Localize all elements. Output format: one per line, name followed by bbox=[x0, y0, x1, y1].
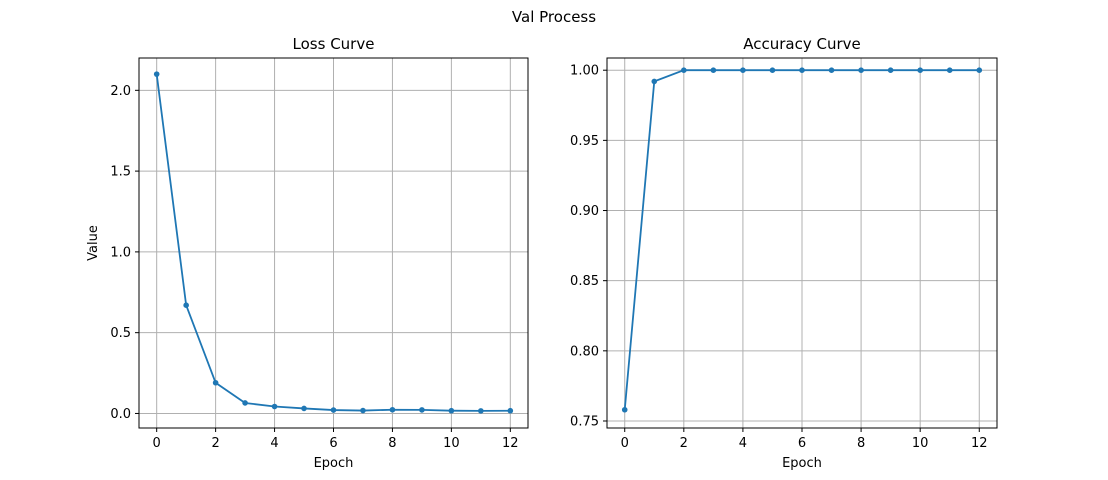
loss-chart-data-point bbox=[212, 379, 219, 386]
loss-chart-xtick-label: 2 bbox=[211, 436, 219, 451]
loss-chart-data-point bbox=[448, 407, 455, 414]
accuracy-chart-title: Accuracy Curve bbox=[743, 35, 861, 53]
accuracy-chart-xtick-label: 10 bbox=[912, 436, 929, 451]
accuracy-chart-xtick-label: 6 bbox=[798, 436, 806, 451]
accuracy-chart-data-point bbox=[740, 67, 746, 74]
accuracy-chart-data-point bbox=[799, 67, 805, 74]
accuracy-chart-ytick-label: 0.95 bbox=[570, 134, 599, 149]
loss-chart-xtick-label: 8 bbox=[388, 436, 396, 451]
accuracy-chart-data-point bbox=[769, 67, 776, 74]
loss-chart-data-point bbox=[301, 405, 307, 412]
accuracy-chart-data-point bbox=[621, 406, 628, 413]
loss-chart-xtick-label: 0 bbox=[153, 436, 161, 451]
accuracy-chart-data-point bbox=[917, 67, 923, 74]
loss-chart-data-point bbox=[360, 407, 366, 414]
accuracy-chart-xtick-label: 12 bbox=[971, 436, 988, 451]
loss-chart-title: Loss Curve bbox=[293, 35, 375, 53]
loss-chart-xtick-label: 12 bbox=[502, 436, 519, 451]
loss-chart-data-point bbox=[507, 407, 514, 414]
loss-chart-xtick-label: 10 bbox=[443, 436, 460, 451]
accuracy-chart-data-point bbox=[681, 67, 687, 74]
accuracy-chart-data-point bbox=[976, 67, 983, 74]
loss-chart-data-point bbox=[183, 302, 189, 309]
loss-chart-xlabel: Epoch bbox=[314, 456, 354, 471]
accuracy-chart-xlabel: Epoch bbox=[782, 456, 822, 471]
accuracy-chart-data-point bbox=[858, 67, 864, 74]
accuracy-chart-xtick-label: 8 bbox=[857, 436, 865, 451]
loss-chart-ylabel: Value bbox=[86, 225, 101, 261]
loss-chart: Loss Curve Epoch Value 0 2 4 6 8 10 12 0.0 0.5 1.… bbox=[86, 35, 529, 471]
accuracy-chart-xtick-label: 2 bbox=[680, 436, 688, 451]
accuracy-chart-data-point bbox=[887, 67, 894, 74]
accuracy-chart-ytick-label: 0.75 bbox=[570, 414, 599, 429]
accuracy-chart-ytick-label: 0.80 bbox=[570, 344, 599, 359]
accuracy-chart-xtick-label: 4 bbox=[739, 436, 747, 451]
loss-chart-xtick-label: 4 bbox=[270, 436, 278, 451]
accuracy-chart-data-point bbox=[946, 67, 953, 74]
loss-chart-data-point bbox=[153, 71, 160, 77]
accuracy-chart-data-point bbox=[828, 67, 835, 74]
loss-chart-ytick-label: 0.0 bbox=[110, 407, 131, 422]
loss-chart-ytick-label: 0.5 bbox=[110, 326, 131, 341]
accuracy-chart-data-point bbox=[710, 67, 717, 74]
accuracy-chart-ytick-label: 0.85 bbox=[570, 274, 599, 289]
accuracy-chart-data-point bbox=[651, 78, 658, 85]
accuracy-chart-xtick-label: 0 bbox=[621, 436, 629, 451]
loss-chart-ytick-label: 2.0 bbox=[110, 84, 131, 99]
accuracy-chart-ytick-label: 0.90 bbox=[570, 204, 599, 219]
loss-chart-xtick-label: 6 bbox=[329, 436, 337, 451]
loss-chart-data-point bbox=[242, 400, 248, 406]
loss-chart-ytick-label: 1.0 bbox=[110, 245, 131, 260]
loss-chart-ytick-label: 1.5 bbox=[110, 165, 131, 180]
accuracy-chart-ytick-label: 1.00 bbox=[570, 64, 599, 79]
loss-chart-data-point bbox=[330, 407, 337, 413]
loss-chart-data-point bbox=[419, 407, 425, 413]
loss-chart-data-point bbox=[478, 408, 484, 414]
accuracy-chart: Accuracy Curve Epoch 0 2 4 6 8 10 12 0.75 0.80 0.… bbox=[570, 35, 998, 471]
figure-suptitle: Val Process bbox=[512, 8, 596, 26]
loss-chart-data-point bbox=[271, 403, 278, 410]
loss-chart-data-point bbox=[389, 406, 396, 413]
